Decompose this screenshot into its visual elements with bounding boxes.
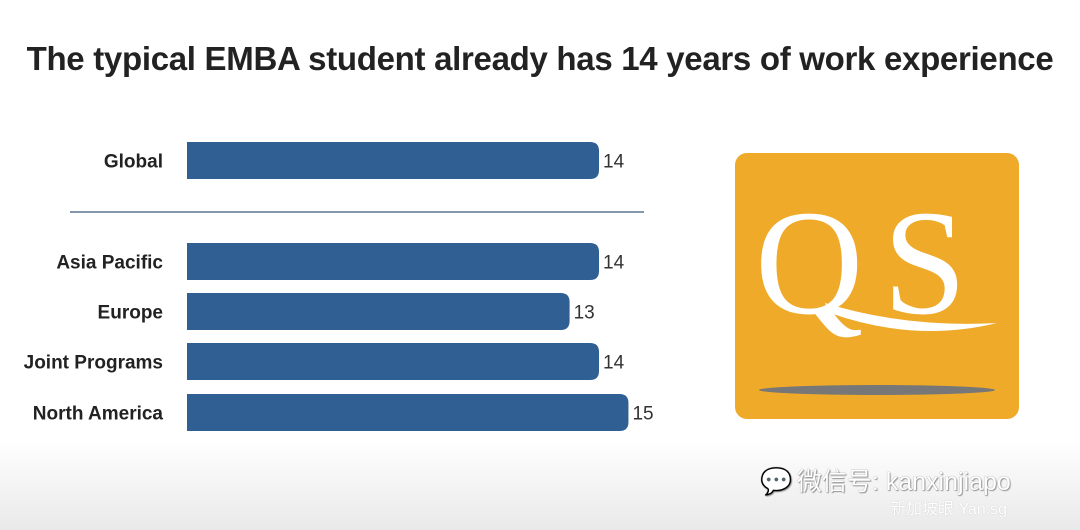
category-label: Asia Pacific <box>56 253 163 274</box>
data-label: 14 <box>603 253 625 274</box>
data-label: 14 <box>603 353 625 374</box>
watermark-line1: 微信号: kanxinjiapo <box>796 468 1011 496</box>
bar-europe <box>187 293 570 330</box>
bar-chart: Global 14 Asia Pacific 14 Europe 13 Joint Prog… <box>24 142 654 431</box>
category-label: North America <box>33 404 164 425</box>
bar-asia-pacific <box>187 243 600 280</box>
data-label: 14 <box>603 152 625 173</box>
category-label: Joint Programs <box>24 353 163 374</box>
data-label: 15 <box>632 404 653 425</box>
svg-text:Q: Q <box>755 180 863 346</box>
watermark-line2: 新加坡眼 Yan.sg <box>890 501 1008 518</box>
category-label: Global <box>104 152 163 173</box>
watermark: 💬 微信号: kanxinjiapo 新加坡眼 Yan.sg <box>760 462 1011 518</box>
qs-logo: Q S <box>735 153 1019 419</box>
bar-global <box>187 142 600 179</box>
qs-logo-mark: Q S <box>755 180 997 395</box>
svg-text:S: S <box>883 180 966 346</box>
category-label: Europe <box>98 303 163 324</box>
bar-north-america <box>187 394 629 431</box>
data-label: 13 <box>574 303 595 324</box>
chart-title: The typical EMBA student already has 14 … <box>26 40 1054 77</box>
wechat-icon: 💬 <box>760 466 793 496</box>
bar-joint-programs <box>187 343 600 380</box>
